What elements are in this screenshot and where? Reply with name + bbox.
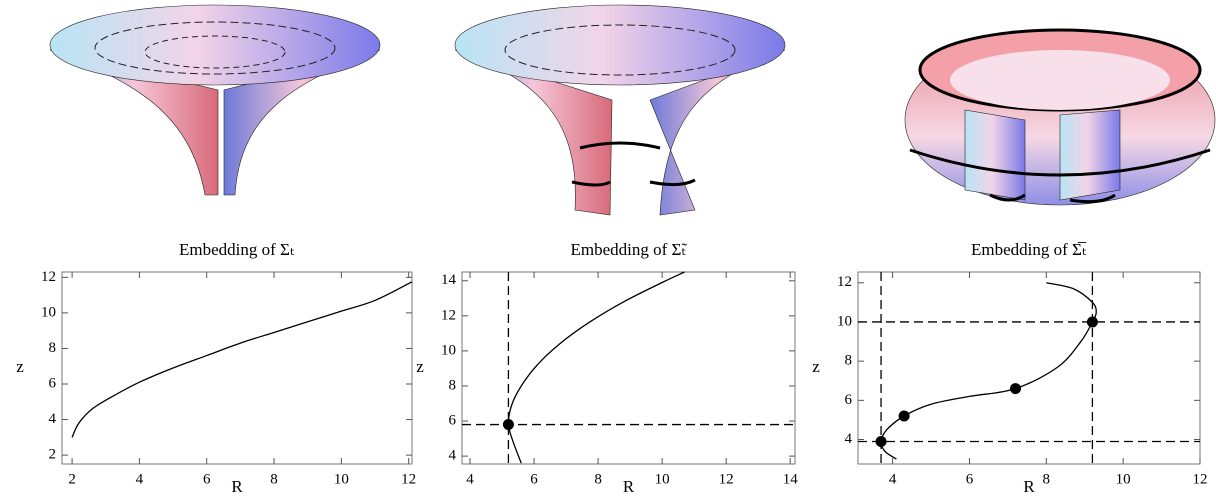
data-point (876, 436, 887, 447)
x-tick-label: 10 (655, 471, 670, 487)
x-tick-label: 8 (594, 471, 602, 487)
x-tick-label: 6 (966, 471, 974, 487)
plot-frame (858, 272, 1200, 464)
x-tick-label: 10 (334, 471, 349, 487)
chart-title: Embedding of Σ̅ₜ (971, 240, 1087, 259)
x-tick-label: 4 (136, 471, 144, 487)
y-tick-label: 4 (449, 448, 457, 464)
data-point (899, 411, 910, 422)
x-axis-label: R (231, 477, 243, 496)
data-line (881, 283, 1096, 459)
y-tick-label: 14 (441, 272, 457, 288)
x-tick-label: 6 (203, 471, 211, 487)
y-tick-label: 12 (837, 274, 852, 290)
x-tick-label: 2 (68, 471, 76, 487)
y-tick-label: 8 (49, 340, 57, 356)
y-tick-label: 10 (837, 313, 852, 329)
chart-title: Embedding of Σ̃ₜ (571, 240, 688, 259)
x-tick-label: 12 (1193, 471, 1208, 487)
surface-1 (50, 5, 380, 195)
y-tick-label: 2 (49, 447, 57, 463)
x-tick-label: 12 (401, 471, 416, 487)
y-tick-label: 10 (441, 342, 456, 358)
surface-3 (905, 30, 1215, 205)
data-point (1010, 383, 1021, 394)
y-tick-label: 6 (845, 392, 853, 408)
x-axis-label: R (623, 477, 635, 496)
y-tick-label: 6 (49, 375, 57, 391)
y-tick-label: 6 (449, 412, 457, 428)
x-tick-label: 8 (1043, 471, 1051, 487)
y-tick-label: 8 (449, 377, 457, 393)
plot-frame (62, 272, 412, 464)
x-tick-label: 12 (719, 471, 734, 487)
y-tick-label: 10 (41, 304, 56, 320)
y-tick-label: 4 (845, 431, 853, 447)
data-point (1087, 316, 1098, 327)
plot-frame (462, 272, 795, 464)
data-line (508, 272, 684, 463)
x-axis-label: R (1023, 477, 1035, 496)
x-tick-label: 4 (466, 471, 474, 487)
y-tick-label: 8 (845, 353, 853, 369)
data-line (72, 282, 412, 438)
y-axis-label: z (416, 357, 424, 376)
x-tick-label: 6 (530, 471, 538, 487)
x-tick-label: 4 (889, 471, 897, 487)
y-tick-label: 4 (49, 411, 57, 427)
y-axis-label: z (16, 357, 24, 376)
x-tick-label: 14 (783, 471, 799, 487)
figure: Embedding of Σₜ Rz 2 4 6 8 10 12 2 4 6 8 10 12 Embeddi… (0, 0, 1216, 498)
y-tick-label: 12 (41, 269, 56, 285)
x-tick-label: 10 (1116, 471, 1131, 487)
y-tick-label: 12 (441, 307, 456, 323)
y-axis-label: z (812, 357, 820, 376)
data-point (503, 419, 514, 430)
chart-title: Embedding of Σₜ (179, 240, 295, 259)
x-tick-label: 8 (270, 471, 278, 487)
surface-2 (455, 5, 785, 215)
